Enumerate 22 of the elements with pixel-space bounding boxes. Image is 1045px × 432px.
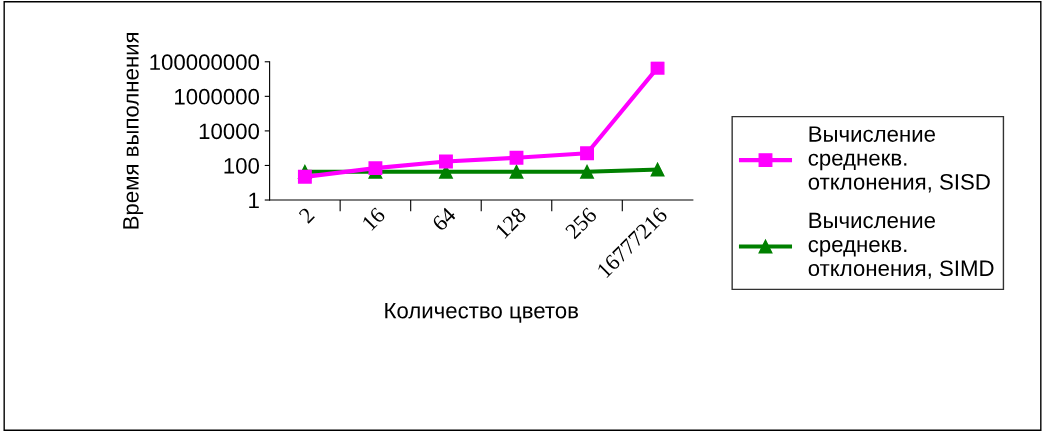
- point: [297, 169, 312, 184]
- x-tick-label: 128: [494, 206, 527, 239]
- x-tick-label: 2: [298, 206, 315, 224]
- legend-label: Вычисление среднекв. отклонения, SIMD: [808, 212, 994, 279]
- y-tick-label: 1000000: [175, 88, 260, 105]
- x-axis-title: Количество цветов: [385, 302, 578, 323]
- y-tick-label: 1: [249, 192, 259, 209]
- x-tick-label: 16: [361, 206, 387, 231]
- y-tick-label: 100: [224, 157, 260, 174]
- point: [650, 61, 665, 75]
- point: [439, 154, 453, 169]
- x-tick-label: 256: [564, 206, 598, 240]
- y-tick-label: 10000: [199, 123, 260, 140]
- y-tick-label: 100000000: [150, 54, 260, 71]
- point: [650, 162, 665, 177]
- x-tick-label: 64: [431, 206, 457, 232]
- point: [509, 150, 524, 165]
- point: [580, 164, 594, 179]
- point: [580, 146, 594, 161]
- y-axis-title: Время выполнения: [123, 32, 144, 229]
- point: [509, 164, 524, 179]
- legend-label: Вычисление среднекв. отклонения, SISD: [808, 126, 990, 193]
